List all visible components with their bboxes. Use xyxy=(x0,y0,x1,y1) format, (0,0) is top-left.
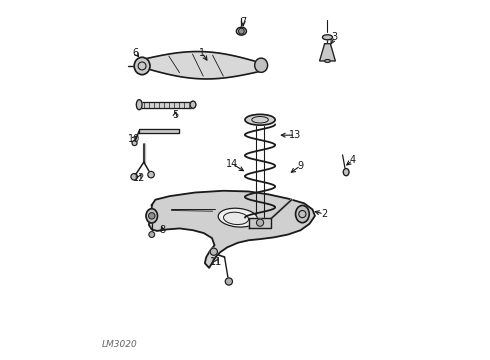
Ellipse shape xyxy=(322,35,333,40)
Text: 8: 8 xyxy=(159,225,166,235)
Text: 1: 1 xyxy=(199,48,205,58)
Ellipse shape xyxy=(245,114,275,125)
Text: 9: 9 xyxy=(297,161,304,171)
Polygon shape xyxy=(249,219,271,228)
Ellipse shape xyxy=(218,208,257,227)
Polygon shape xyxy=(139,102,193,108)
Ellipse shape xyxy=(295,206,309,223)
Text: LM3020: LM3020 xyxy=(101,341,137,350)
Polygon shape xyxy=(319,44,335,61)
Text: 4: 4 xyxy=(349,155,356,165)
Ellipse shape xyxy=(136,100,142,110)
Ellipse shape xyxy=(236,27,246,35)
Polygon shape xyxy=(143,51,261,79)
Circle shape xyxy=(256,219,264,226)
Polygon shape xyxy=(139,129,179,133)
Polygon shape xyxy=(149,191,315,268)
Text: 3: 3 xyxy=(332,32,338,41)
Ellipse shape xyxy=(190,101,196,108)
Ellipse shape xyxy=(134,57,150,75)
Circle shape xyxy=(148,213,155,219)
Text: 12: 12 xyxy=(133,173,146,183)
Ellipse shape xyxy=(132,140,137,145)
Circle shape xyxy=(210,248,218,255)
Text: 10: 10 xyxy=(128,134,140,144)
Text: 13: 13 xyxy=(289,130,301,140)
Text: 6: 6 xyxy=(133,48,139,58)
Ellipse shape xyxy=(255,58,268,72)
Circle shape xyxy=(131,174,137,180)
Ellipse shape xyxy=(324,59,330,62)
Text: 14: 14 xyxy=(226,159,239,169)
Ellipse shape xyxy=(343,168,349,176)
Ellipse shape xyxy=(146,209,157,223)
Ellipse shape xyxy=(223,212,248,225)
Circle shape xyxy=(239,28,245,34)
Text: 7: 7 xyxy=(240,17,246,27)
Circle shape xyxy=(149,231,155,237)
Text: 2: 2 xyxy=(321,209,327,219)
Text: 5: 5 xyxy=(172,111,178,121)
Circle shape xyxy=(148,171,154,178)
Circle shape xyxy=(225,278,232,285)
Text: 11: 11 xyxy=(210,257,222,267)
